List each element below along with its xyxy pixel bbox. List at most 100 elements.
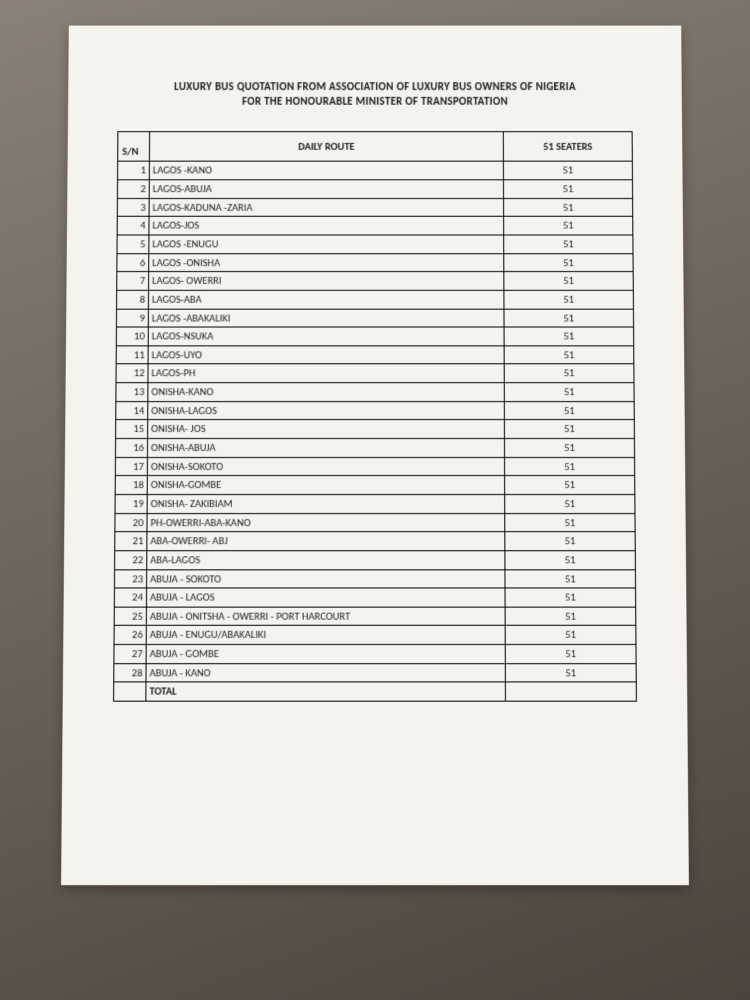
quotation-table: S/N DAILY ROUTE 51 SEATERS 1LAGOS -KANO5… xyxy=(113,131,637,702)
cell-sn: 13 xyxy=(116,383,148,402)
cell-sn: 10 xyxy=(116,327,148,346)
cell-seaters: 51 xyxy=(505,551,636,570)
table-row: 13ONISHA-KANO51 xyxy=(116,383,634,402)
cell-seaters: 51 xyxy=(505,607,636,626)
cell-route: ABUJA - ENUGU/ABAKALIKI xyxy=(146,626,505,645)
table-row: 12LAGOS-PH51 xyxy=(116,364,634,383)
cell-sn: 22 xyxy=(115,551,147,570)
table-row: 25ABUJA - ONITSHA - OWERRI - PORT HARCOU… xyxy=(114,607,636,626)
cell-sn: 2 xyxy=(117,180,149,198)
cell-seaters: 51 xyxy=(504,198,633,216)
table-row: 22ABA-LAGOS51 xyxy=(115,551,636,570)
table-row: 28ABUJA - KANO51 xyxy=(114,663,637,682)
cell-sn: 15 xyxy=(116,420,148,439)
table-row: 14ONISHA-LAGOS51 xyxy=(116,401,635,420)
cell-route: ABUJA - LAGOS xyxy=(146,588,505,607)
cell-route: LAGOS-UYO xyxy=(148,346,504,365)
cell-route: ABUJA - GOMBE xyxy=(146,645,505,664)
cell-seaters: 51 xyxy=(503,180,632,198)
cell-seaters: 51 xyxy=(504,309,634,327)
cell-route: LAGOS -ENUGU xyxy=(149,235,504,253)
cell-sn: 26 xyxy=(114,626,146,645)
cell-seaters: 51 xyxy=(505,626,636,645)
cell-sn: 20 xyxy=(115,513,147,532)
cell-seaters: 51 xyxy=(503,162,632,180)
table-row: 2LAGOS-ABUJA51 xyxy=(117,180,632,198)
cell-sn: 1 xyxy=(118,162,150,180)
table-row: 10LAGOS-NSUKA51 xyxy=(116,327,633,346)
cell-route: ABA-LAGOS xyxy=(147,551,505,570)
cell-sn: 18 xyxy=(115,476,147,495)
header-sn: S/N xyxy=(118,131,150,161)
cell-route: LAGOS-ABA xyxy=(148,290,504,308)
table-row: 4LAGOS-JOS51 xyxy=(117,217,633,235)
cell-seaters: 51 xyxy=(504,364,634,383)
title-line-1: LUXURY BUS QUOTATION FROM ASSOCIATION OF… xyxy=(118,79,633,94)
cell-seaters: 51 xyxy=(504,346,634,365)
cell-route: ONISHA-GOMBE xyxy=(147,476,504,495)
cell-seaters: 51 xyxy=(505,476,635,495)
cell-route: ONISHA-ABUJA xyxy=(147,439,504,458)
cell-route: LAGOS -ABAKALIKI xyxy=(148,309,504,327)
cell-route: LAGOS-JOS xyxy=(149,217,504,235)
cell-sn: 9 xyxy=(116,309,148,327)
cell-seaters: 51 xyxy=(504,401,634,420)
cell-sn: 17 xyxy=(115,457,147,476)
cell-sn: 23 xyxy=(114,569,146,588)
cell-route: ONISHA-KANO xyxy=(148,383,504,402)
table-row: 11LAGOS-UYO51 xyxy=(116,346,634,365)
cell-seaters: 51 xyxy=(504,327,634,346)
cell-route: ONISHA- ZAKIBIAM xyxy=(147,494,505,513)
table-row: 6LAGOS -ONISHA51 xyxy=(117,253,633,271)
cell-route: LAGOS-NSUKA xyxy=(148,327,504,346)
table-total-row: TOTAL xyxy=(114,682,637,701)
cell-route: ONISHA-LAGOS xyxy=(148,401,505,420)
cell-seaters: 51 xyxy=(504,235,633,253)
cell-sn: 11 xyxy=(116,346,148,365)
cell-sn: 7 xyxy=(117,272,149,290)
cell-seaters: 51 xyxy=(505,569,636,588)
cell-route: LAGOS-KADUNA -ZARIA xyxy=(149,198,504,216)
cell-sn: 3 xyxy=(117,198,149,216)
cell-route: PH-OWERRI-ABA-KANO xyxy=(147,513,505,532)
table-row: 18ONISHA-GOMBE51 xyxy=(115,476,635,495)
cell-route: LAGOS -ONISHA xyxy=(149,253,504,271)
document-page: LUXURY BUS QUOTATION FROM ASSOCIATION OF… xyxy=(61,26,689,886)
cell-route: ONISHA-SOKOTO xyxy=(147,457,504,476)
table-row: 1LAGOS -KANO51 xyxy=(118,162,633,180)
cell-sn: 25 xyxy=(114,607,146,626)
cell-route: ABUJA - SOKOTO xyxy=(147,569,505,588)
cell-route: LAGOS-PH xyxy=(148,364,504,383)
table-row: 20PH-OWERRI-ABA-KANO51 xyxy=(115,513,635,532)
cell-seaters: 51 xyxy=(505,645,636,664)
cell-sn: 6 xyxy=(117,253,149,271)
table-row: 7LAGOS- OWERRI51 xyxy=(117,272,634,290)
cell-route: LAGOS -KANO xyxy=(149,162,503,180)
cell-seaters: 51 xyxy=(505,663,636,682)
cell-seaters: 51 xyxy=(504,217,633,235)
table-row: 24ABUJA - LAGOS51 xyxy=(114,588,635,607)
cell-sn-empty xyxy=(114,682,146,701)
table-row: 27ABUJA - GOMBE51 xyxy=(114,645,636,664)
cell-sn: 8 xyxy=(117,290,149,308)
cell-sn: 19 xyxy=(115,494,147,513)
table-row: 3LAGOS-KADUNA -ZARIA51 xyxy=(117,198,632,216)
cell-sn: 27 xyxy=(114,645,146,664)
cell-route: ABUJA - KANO xyxy=(146,663,505,682)
table-body: 1LAGOS -KANO512LAGOS-ABUJA513LAGOS-KADUN… xyxy=(114,162,637,702)
table-row: 21ABA-OWERRI- ABJ51 xyxy=(115,532,636,551)
cell-seaters: 51 xyxy=(504,383,634,402)
table-row: 19ONISHA- ZAKIBIAM51 xyxy=(115,494,635,513)
table-row: 26ABUJA - ENUGU/ABAKALIKI51 xyxy=(114,626,636,645)
cell-sn: 5 xyxy=(117,235,149,253)
cell-seaters: 51 xyxy=(504,272,633,290)
cell-seaters: 51 xyxy=(504,420,634,439)
cell-seaters: 51 xyxy=(504,290,634,308)
cell-route: ABUJA - ONITSHA - OWERRI - PORT HARCOURT xyxy=(146,607,505,626)
cell-seaters: 51 xyxy=(504,253,633,271)
cell-sn: 21 xyxy=(115,532,147,551)
cell-route: ONISHA- JOS xyxy=(148,420,505,439)
document-title: LUXURY BUS QUOTATION FROM ASSOCIATION OF… xyxy=(118,79,633,109)
table-row: 23ABUJA - SOKOTO51 xyxy=(114,569,635,588)
header-seaters: 51 SEATERS xyxy=(503,131,632,161)
